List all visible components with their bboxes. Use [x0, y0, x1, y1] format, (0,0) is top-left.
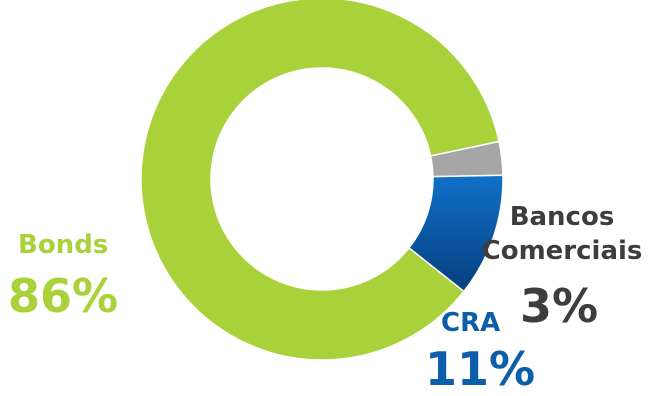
cra-percentage: 11%: [425, 342, 536, 396]
bonds-percentage: 86%: [8, 269, 119, 323]
bonds-label: Bonds: [18, 230, 109, 260]
bancos-comerciais-label: Bancos Comerciais: [481, 202, 643, 266]
cra-label: CRA: [441, 308, 501, 338]
donut-slices: [140, 0, 504, 361]
bancos-comerciais-percentage: 3%: [520, 279, 599, 333]
slice-bonds: [140, 0, 500, 361]
